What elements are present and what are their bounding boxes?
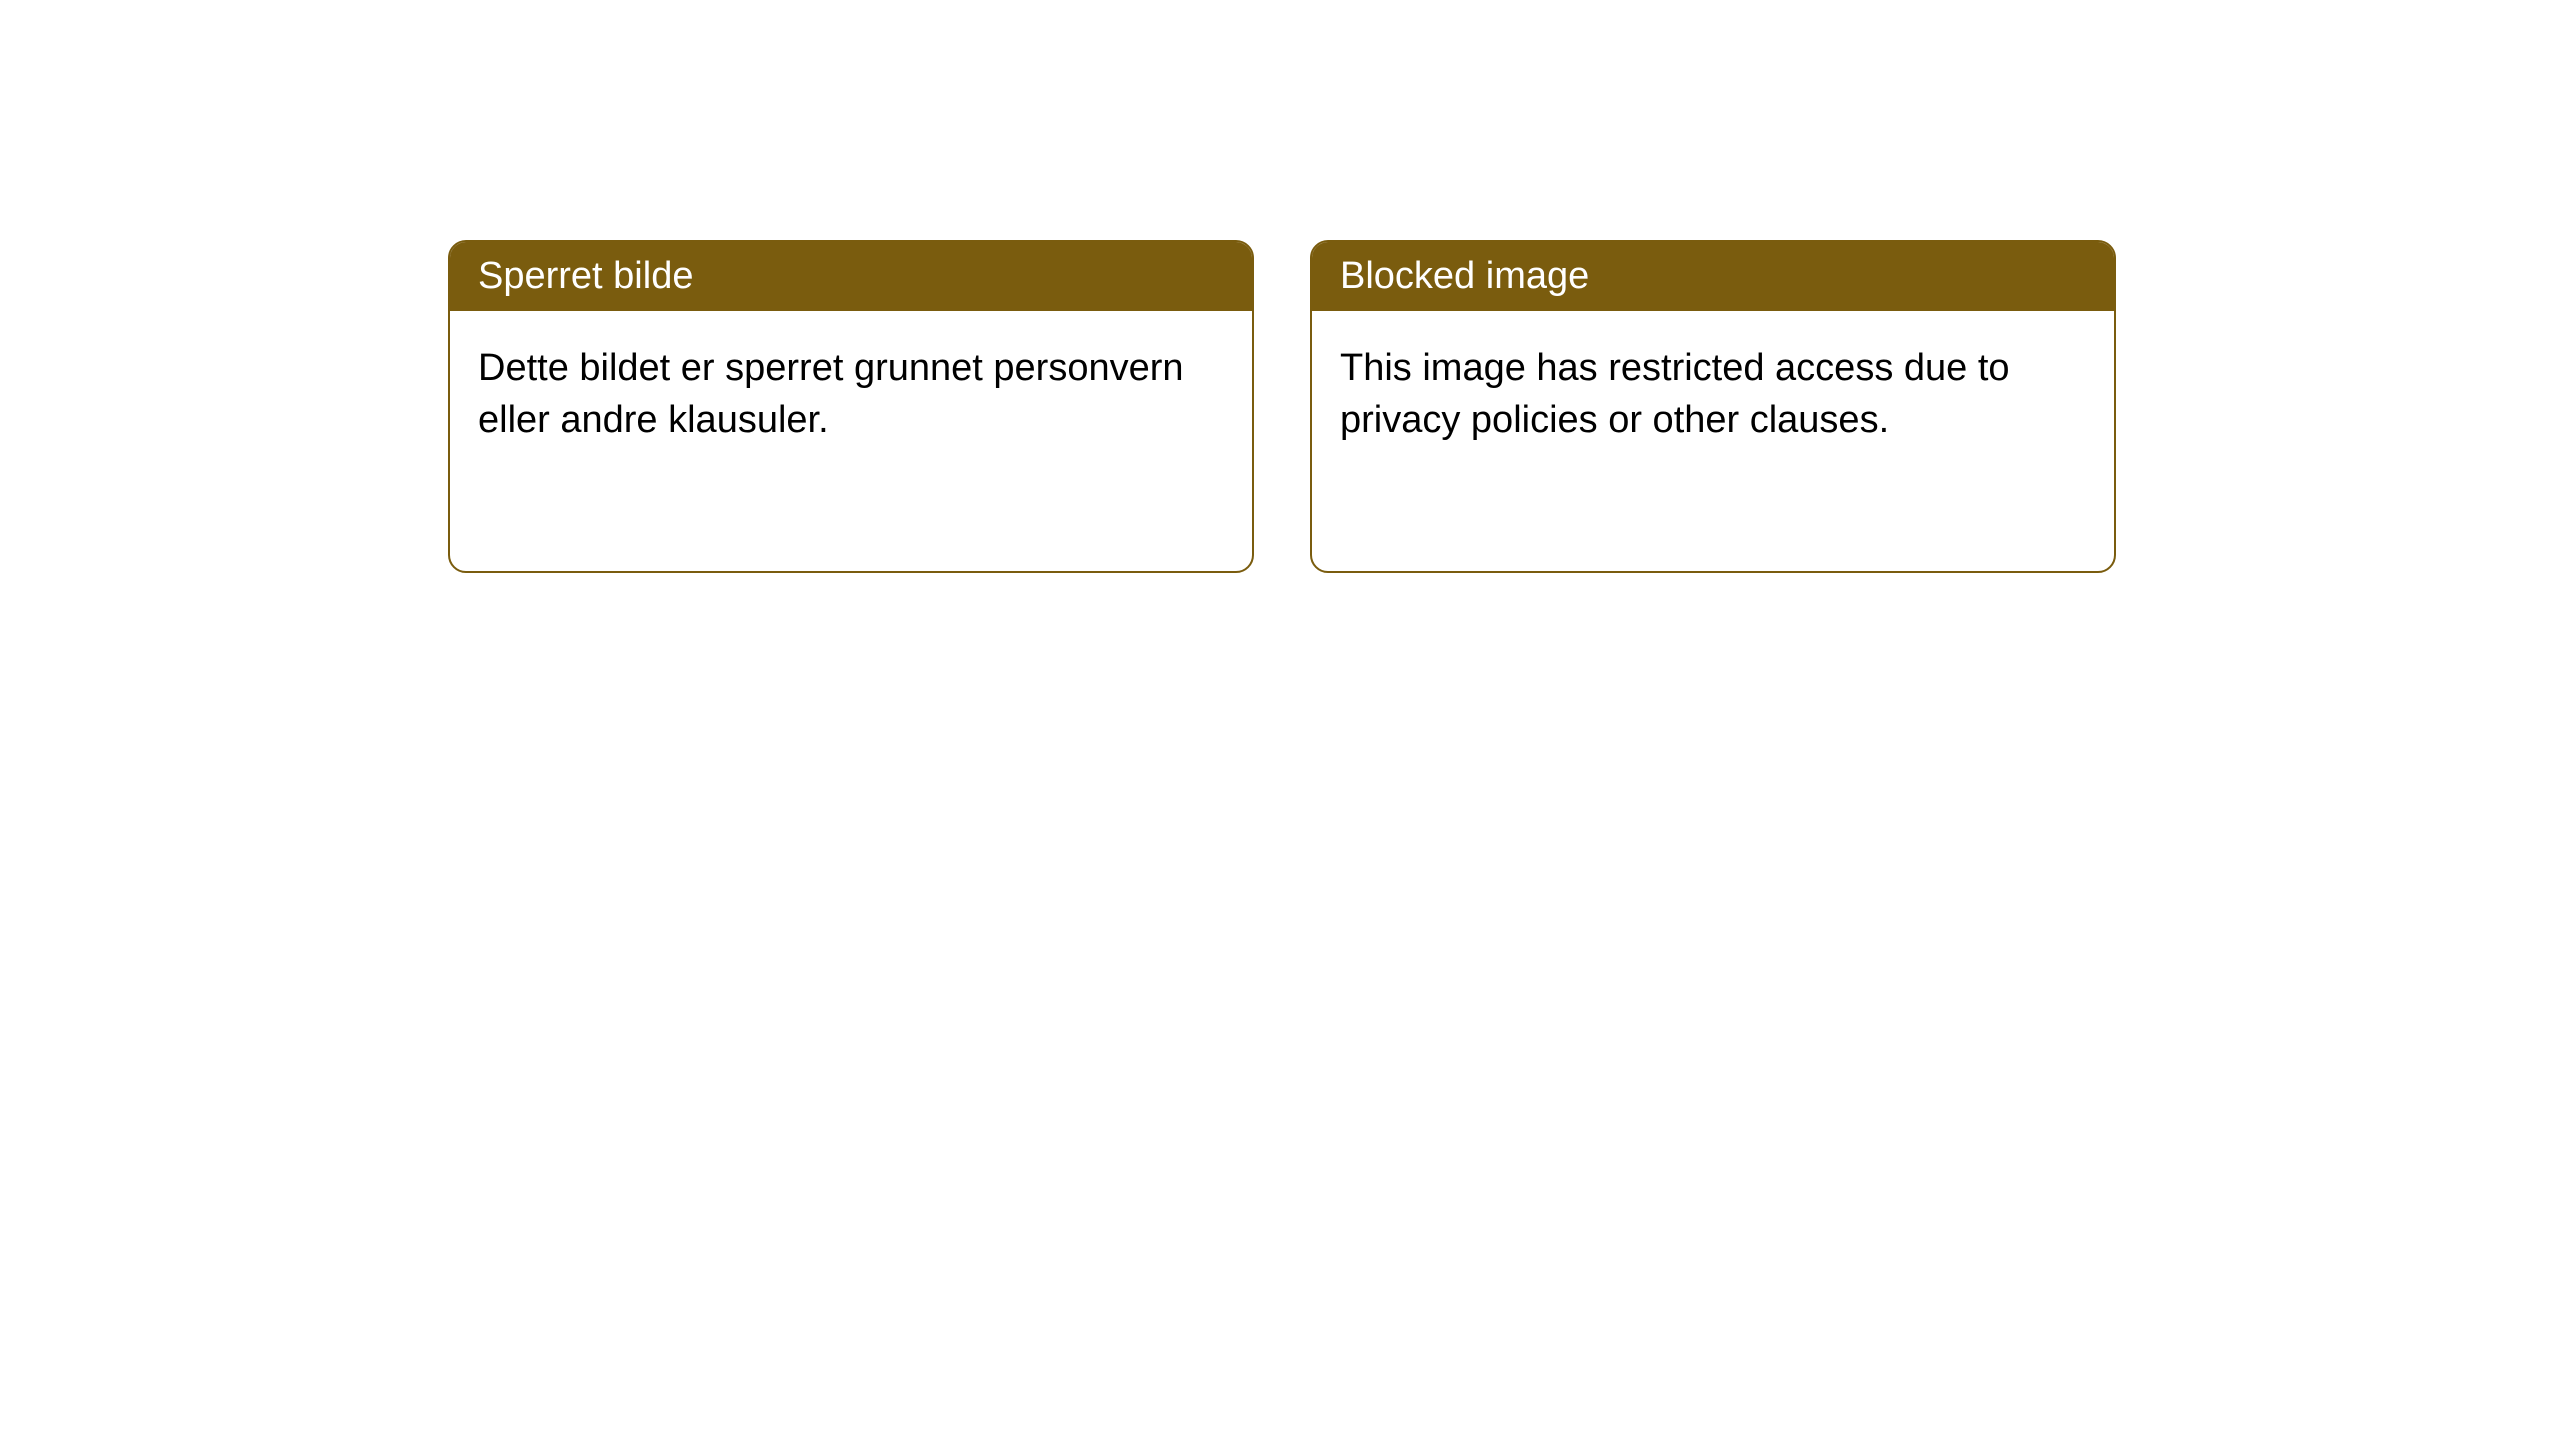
notice-body-norwegian: Dette bildet er sperret grunnet personve… <box>450 311 1252 571</box>
notice-header-norwegian: Sperret bilde <box>450 242 1252 311</box>
notice-body-english: This image has restricted access due to … <box>1312 311 2114 571</box>
notice-container: Sperret bilde Dette bildet er sperret gr… <box>0 0 2560 573</box>
notice-card-norwegian: Sperret bilde Dette bildet er sperret gr… <box>448 240 1254 573</box>
notice-card-english: Blocked image This image has restricted … <box>1310 240 2116 573</box>
notice-header-english: Blocked image <box>1312 242 2114 311</box>
